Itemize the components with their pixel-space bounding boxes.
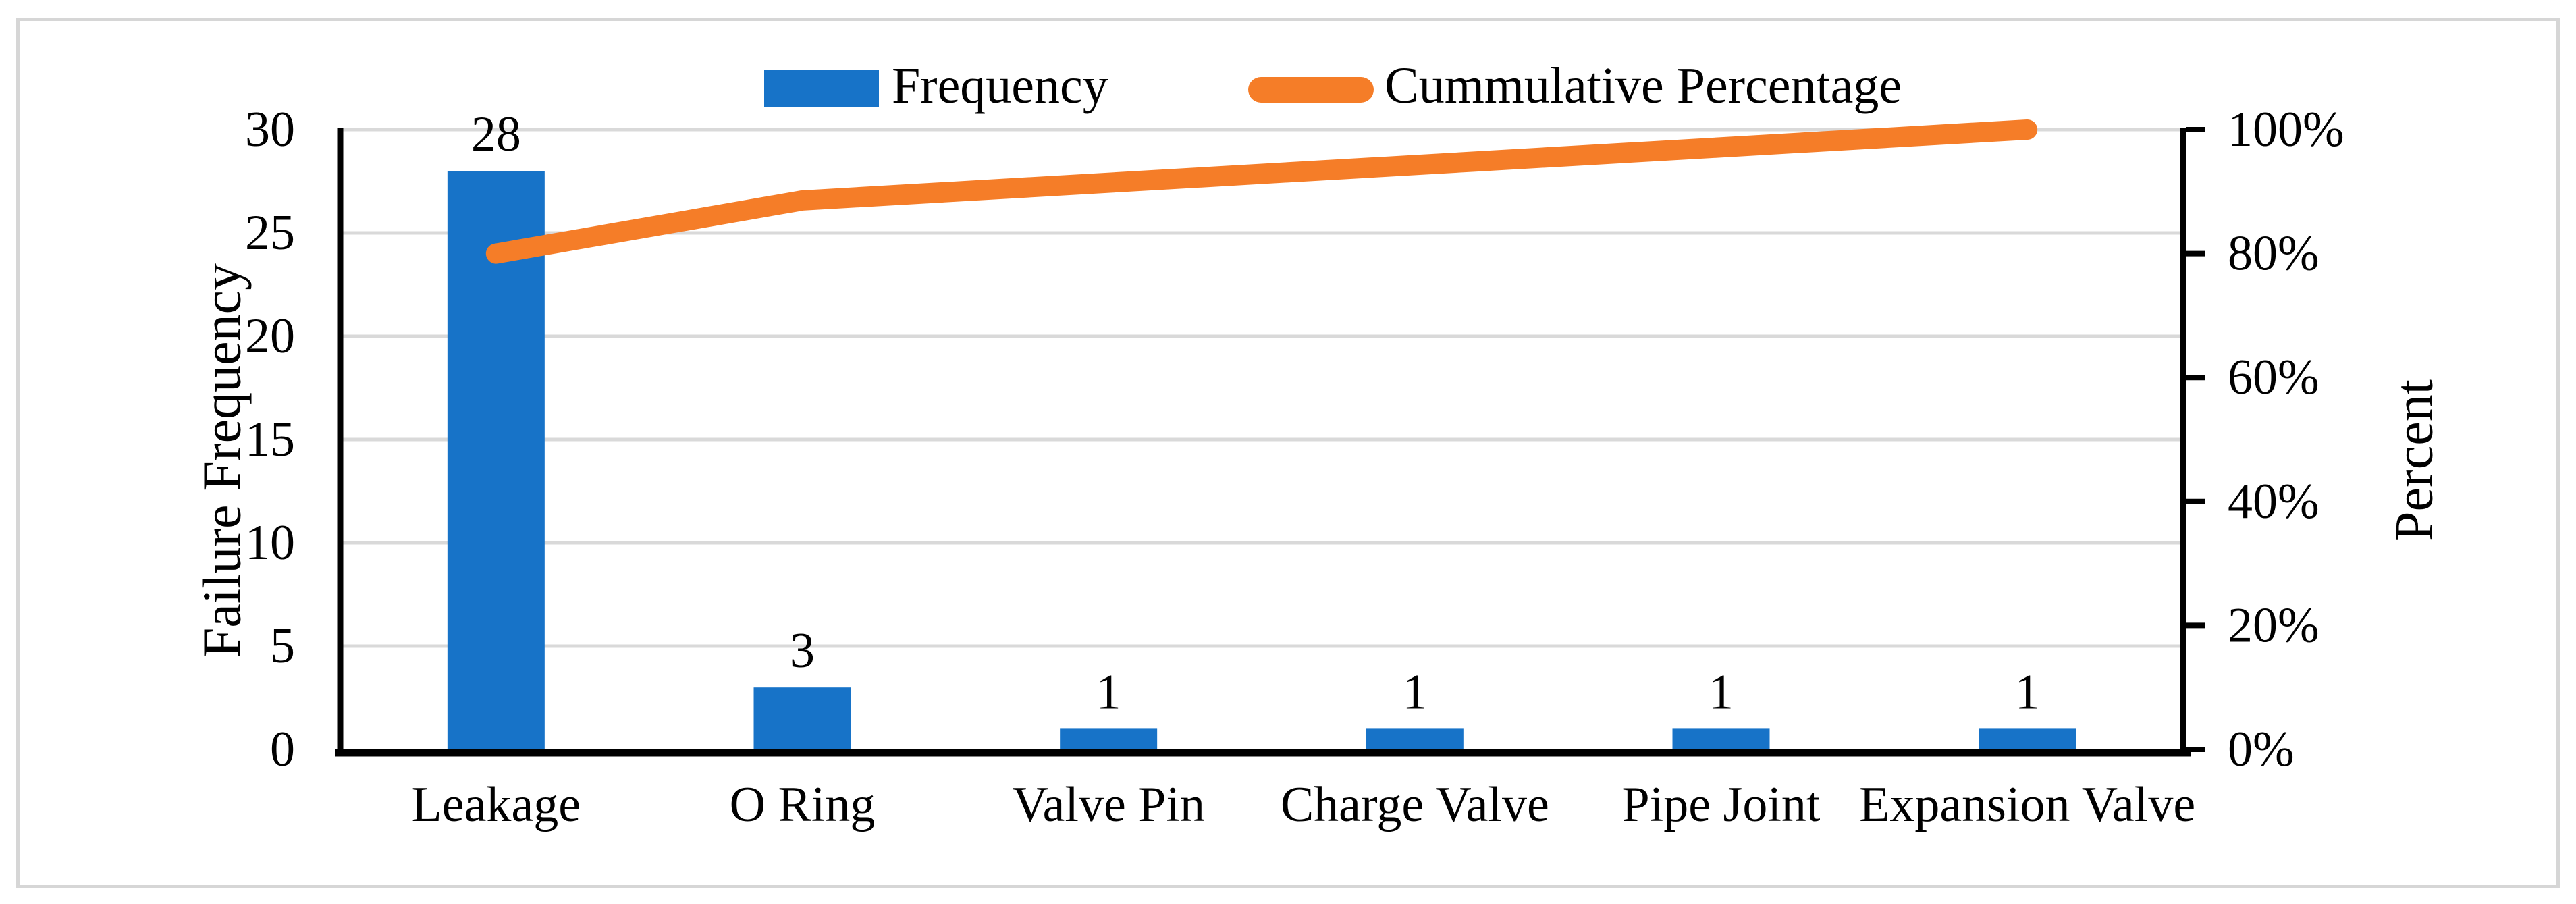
bar-charge-valve [1366,728,1464,749]
category-label-charge-valve: Charge Valve [1281,777,1549,832]
right-axis-tick-label: 80% [2228,226,2319,282]
left-axis-tick-label: 30 [245,102,295,157]
bar-data-label: 3 [790,623,815,679]
left-axis-tick-label: 10 [245,515,295,570]
category-label-valve-pin: Valve Pin [1012,777,1205,832]
bar-data-label: 1 [1709,664,1734,720]
bar-o-ring [753,687,851,749]
bar-data-label: 28 [471,107,521,162]
bar-valve-pin [1060,728,1158,749]
left-axis-tick-label: 20 [245,309,295,364]
bar-data-label: 1 [2015,664,2040,720]
left-axis-tick-label: 0 [270,722,295,777]
right-axis-tick-label: 0% [2228,722,2295,777]
category-label-o-ring: O Ring [730,777,876,832]
legend-frequency-swatch [764,70,879,107]
right-axis-tick-label: 40% [2228,474,2319,529]
bar-data-label: 1 [1096,664,1121,720]
legend-cumulative-label: Cummulative Percentage [1385,57,1902,114]
right-axis-tick-label: 20% [2228,597,2319,653]
left-axis-tick-label: 5 [270,618,295,674]
left-axis-tick-label: 25 [245,205,295,261]
right-axis-tick-label: 100% [2228,102,2344,157]
category-label-leakage: Leakage [412,777,581,832]
category-label-pipe-joint: Pipe Joint [1622,777,1821,832]
bar-pipe-joint [1672,728,1770,749]
cumulative-percentage-line [485,119,2038,264]
legend-frequency-label: Frequency [892,57,1108,114]
legend-cumulative-line-swatch [1248,77,1374,103]
bar-data-label: 1 [1402,664,1427,720]
right-axis-tick-label: 60% [2228,350,2319,405]
left-axis-tick-label: 15 [245,412,295,467]
category-label-expansion-valve: Expansion Valve [1859,777,2195,832]
bar-leakage [447,171,545,749]
bar-expansion-valve [1979,728,2076,749]
